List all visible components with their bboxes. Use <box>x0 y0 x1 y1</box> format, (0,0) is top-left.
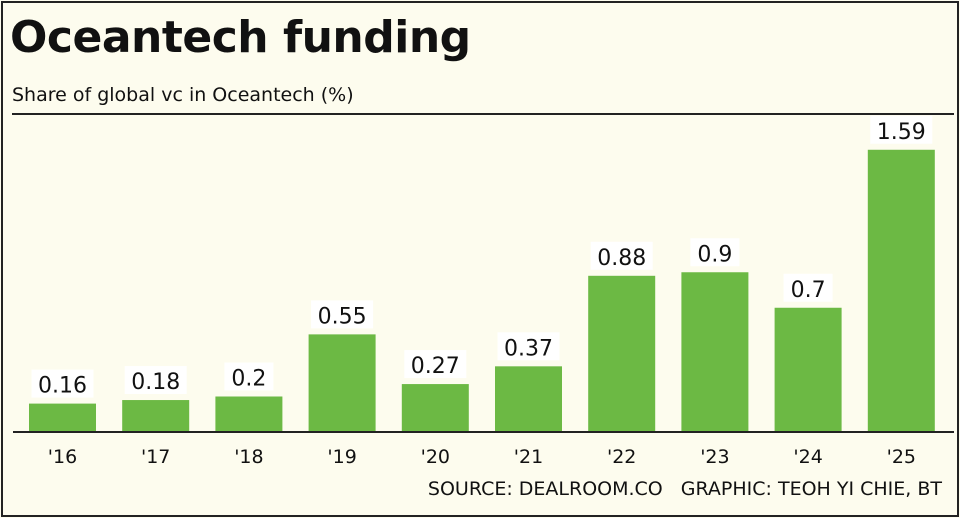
bar-24 <box>774 307 842 432</box>
value-label: 0.7 <box>791 278 826 303</box>
value-label-bg <box>783 273 833 302</box>
value-label: 0.9 <box>697 242 732 267</box>
value-label: 0.55 <box>318 304 367 329</box>
bar-22 <box>588 275 656 432</box>
value-label-bg <box>590 241 653 270</box>
value-label: 0.16 <box>38 374 87 399</box>
bar-25 <box>867 149 935 432</box>
source-text: SOURCE: DEALROOM.CO <box>427 478 663 500</box>
x-tick-label: '25 <box>887 446 916 468</box>
chart-subtitle: Share of global vc in Oceantech (%) <box>12 84 354 106</box>
x-tick-label: '18 <box>234 446 263 468</box>
x-tick-label: '19 <box>327 446 356 468</box>
bar-20 <box>401 384 469 432</box>
value-label: 1.59 <box>877 120 926 145</box>
bar-21 <box>495 366 562 432</box>
x-tick-label: '16 <box>48 446 77 468</box>
x-tick-label: '22 <box>607 446 636 468</box>
value-label-bg <box>224 362 274 391</box>
value-label: 0.88 <box>597 246 646 271</box>
value-label: 0.27 <box>411 354 460 379</box>
title-rule <box>12 113 954 115</box>
x-tick-label: '17 <box>141 446 170 468</box>
value-label-bg <box>870 115 933 144</box>
value-label-bg <box>311 300 374 329</box>
x-tick-label: '21 <box>514 446 543 468</box>
bar-23 <box>681 272 749 432</box>
x-tick-label: '23 <box>700 446 729 468</box>
value-label-bg <box>124 366 187 395</box>
x-tick-label: '24 <box>793 446 822 468</box>
value-label: 0.2 <box>231 367 266 392</box>
value-label-bg <box>690 238 740 267</box>
bar-18 <box>215 396 283 432</box>
x-tick-label: '20 <box>421 446 450 468</box>
value-label-bg <box>497 332 560 361</box>
source-line: SOURCE: DEALROOM.CO GRAPHIC: TEOH YI CHIE… <box>410 478 942 500</box>
credit-text: GRAPHIC: TEOH YI CHIE, BT <box>680 478 942 500</box>
value-label: 0.18 <box>131 370 180 395</box>
value-label: 0.37 <box>504 336 553 361</box>
bar-19 <box>308 334 376 432</box>
value-label-bg <box>31 369 94 398</box>
bar-17 <box>122 400 190 432</box>
chart-title: Oceantech funding <box>10 12 471 63</box>
bar-16 <box>29 403 96 432</box>
value-label-bg <box>404 350 467 379</box>
